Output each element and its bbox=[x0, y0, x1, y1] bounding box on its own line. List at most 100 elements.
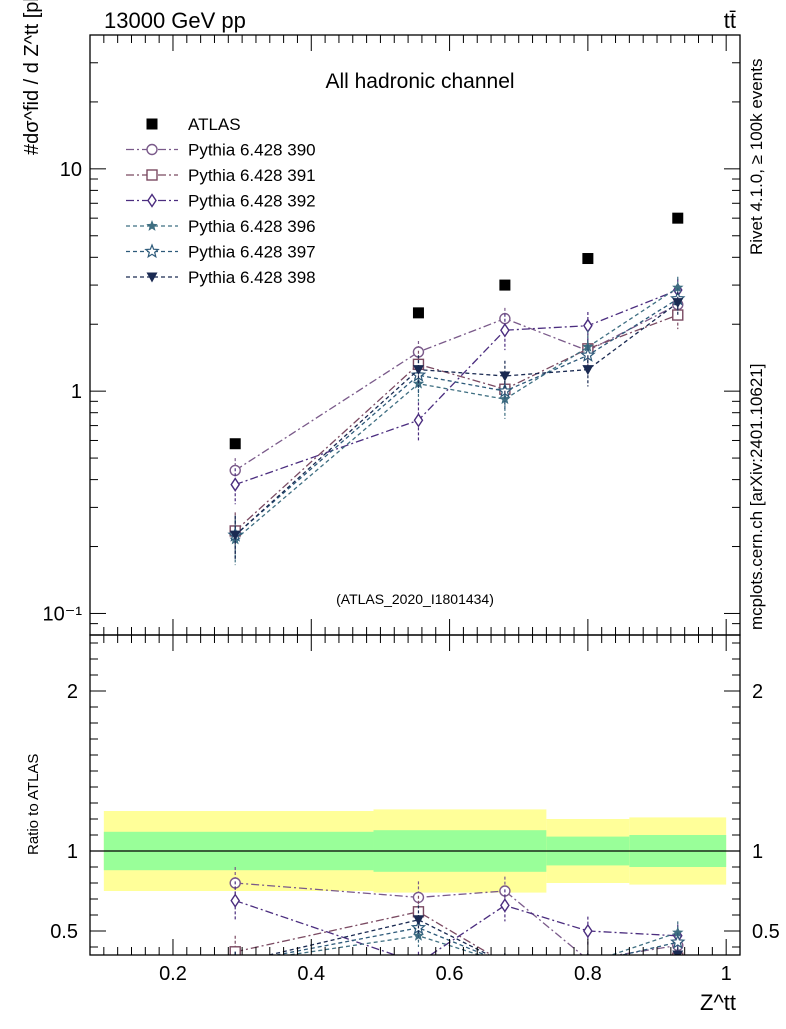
ratio-y-tick-label-right: 0.5 bbox=[752, 921, 780, 943]
series-line bbox=[234, 289, 679, 486]
process-label: tt̄ bbox=[724, 8, 736, 33]
ratio-plot: 0.2 0.4 0.6 0.8 1 0.5 0.5 1 1 2 2 bbox=[50, 634, 780, 985]
legend-item: ATLAS bbox=[146, 115, 241, 134]
data-point bbox=[230, 477, 241, 492]
ratio-y-tick-label: 2 bbox=[67, 681, 78, 703]
mcplots-label: mcplots.cern.ch [arXiv:2401.10621] bbox=[747, 364, 766, 630]
data-point bbox=[412, 307, 424, 319]
y-tick-label: 1 bbox=[71, 381, 82, 403]
ratio-frame bbox=[89, 634, 741, 956]
data-point bbox=[500, 322, 510, 338]
ratio-series-pythia-6-428-398 bbox=[230, 905, 684, 969]
legend-label: Pythia 6.428 390 bbox=[188, 141, 316, 160]
legend: ATLAS Pythia 6.428 390 Pythia 6.428 391 Pyt… bbox=[126, 115, 316, 287]
ratio-point bbox=[672, 926, 684, 938]
ratio-line bbox=[266, 919, 678, 955]
x-tick-label: 0.4 bbox=[297, 963, 325, 985]
y-tick-label: 10 bbox=[60, 159, 82, 181]
ratio-point bbox=[414, 957, 422, 969]
ratio-point bbox=[672, 950, 684, 955]
data-point bbox=[582, 365, 594, 376]
series-line bbox=[234, 287, 679, 541]
main-y-axis-label: #dσ^fid / d Z^tt [pb] bbox=[21, 0, 43, 155]
legend-label: Pythia 6.428 391 bbox=[188, 166, 316, 185]
ratio-series-pythia-6-428-391 bbox=[229, 895, 684, 968]
legend-item: Pythia 6.428 390 bbox=[126, 141, 316, 160]
series-pythia-6-428-398 bbox=[229, 291, 684, 560]
ratio-point bbox=[500, 958, 510, 968]
data-point bbox=[229, 438, 241, 450]
chart-title: All hadronic channel bbox=[325, 70, 514, 93]
ratio-point bbox=[230, 959, 241, 969]
legend-item: Pythia 6.428 398 bbox=[126, 268, 316, 287]
legend-label: Pythia 6.428 396 bbox=[188, 217, 316, 236]
legend-label: Pythia 6.428 398 bbox=[188, 268, 316, 287]
series-line bbox=[234, 298, 679, 536]
data-point bbox=[229, 530, 241, 541]
ratio-point bbox=[504, 954, 505, 955]
legend-marker bbox=[144, 243, 160, 259]
data-point bbox=[499, 371, 511, 382]
series-pythia-6-428-397 bbox=[227, 288, 686, 560]
legend-label: Pythia 6.428 397 bbox=[188, 243, 316, 262]
x-tick-label: 0.6 bbox=[436, 963, 464, 985]
ratio-series-pythia-6-428-392 bbox=[230, 881, 683, 969]
x-tick-label: 1 bbox=[721, 963, 732, 985]
main-plot: 10⁻¹ 1 10 bbox=[43, 34, 741, 636]
ratio-line bbox=[273, 927, 678, 955]
main-series-group bbox=[227, 212, 686, 566]
legend-item: Pythia 6.428 391 bbox=[126, 166, 316, 185]
legend-marker bbox=[146, 143, 158, 156]
ratio-y-tick-label: 1 bbox=[67, 841, 78, 863]
legend-marker bbox=[147, 193, 157, 208]
data-point bbox=[499, 279, 511, 291]
legend-item: Pythia 6.428 397 bbox=[126, 243, 316, 262]
data-point bbox=[413, 412, 424, 428]
legend-item: Pythia 6.428 396 bbox=[126, 217, 316, 236]
x-axis-label: Z^tt bbox=[700, 990, 736, 1015]
legend-label: Pythia 6.428 392 bbox=[188, 192, 316, 211]
series-pythia-6-428-392 bbox=[230, 278, 683, 505]
ratio-line bbox=[234, 899, 678, 955]
data-point bbox=[412, 365, 424, 376]
ratio-series-group bbox=[229, 867, 686, 969]
series-line bbox=[234, 314, 679, 532]
series-line bbox=[234, 304, 679, 471]
data-point bbox=[582, 253, 594, 265]
series-atlas bbox=[229, 212, 684, 450]
ratio-point bbox=[583, 923, 593, 939]
ratio-point bbox=[500, 898, 510, 913]
x-tick-label: 0.8 bbox=[574, 963, 602, 985]
legend-marker bbox=[146, 118, 158, 130]
legend-marker bbox=[146, 169, 158, 181]
ratio-y-tick-label: 0.5 bbox=[50, 921, 78, 943]
data-point bbox=[672, 212, 684, 224]
data-point bbox=[672, 281, 684, 293]
data-point bbox=[583, 318, 593, 333]
ratio-y-tick-label-right: 1 bbox=[752, 841, 763, 863]
data-point bbox=[497, 382, 513, 398]
analysis-watermark: (ATLAS_2020_I1801434) bbox=[336, 591, 494, 607]
y-tick-label: 10⁻¹ bbox=[43, 603, 83, 625]
energy-label: 13000 GeV pp bbox=[104, 8, 246, 33]
legend-marker bbox=[146, 272, 158, 283]
ratio-point bbox=[230, 893, 241, 908]
ratio-y-tick-label-right: 2 bbox=[752, 681, 763, 703]
ratio-point bbox=[412, 915, 424, 926]
ratio-point bbox=[229, 946, 241, 955]
series-pythia-6-428-396 bbox=[229, 276, 684, 566]
ratio-point bbox=[670, 934, 686, 949]
series-pythia-6-428-391 bbox=[229, 302, 684, 555]
series-line bbox=[234, 302, 679, 536]
legend-item: Pythia 6.428 392 bbox=[126, 192, 316, 211]
ratio-point bbox=[499, 957, 510, 968]
ratio-point bbox=[230, 957, 241, 968]
ratio-point bbox=[499, 959, 510, 969]
legend-marker bbox=[146, 220, 158, 231]
x-tick-label: 0.2 bbox=[159, 963, 187, 985]
ratio-point bbox=[235, 954, 236, 955]
rivet-label: Rivet 4.1.0, ≥ 100k events bbox=[747, 59, 766, 255]
ratio-y-axis-label: Ratio to ATLAS bbox=[25, 754, 42, 855]
data-point bbox=[672, 298, 684, 309]
